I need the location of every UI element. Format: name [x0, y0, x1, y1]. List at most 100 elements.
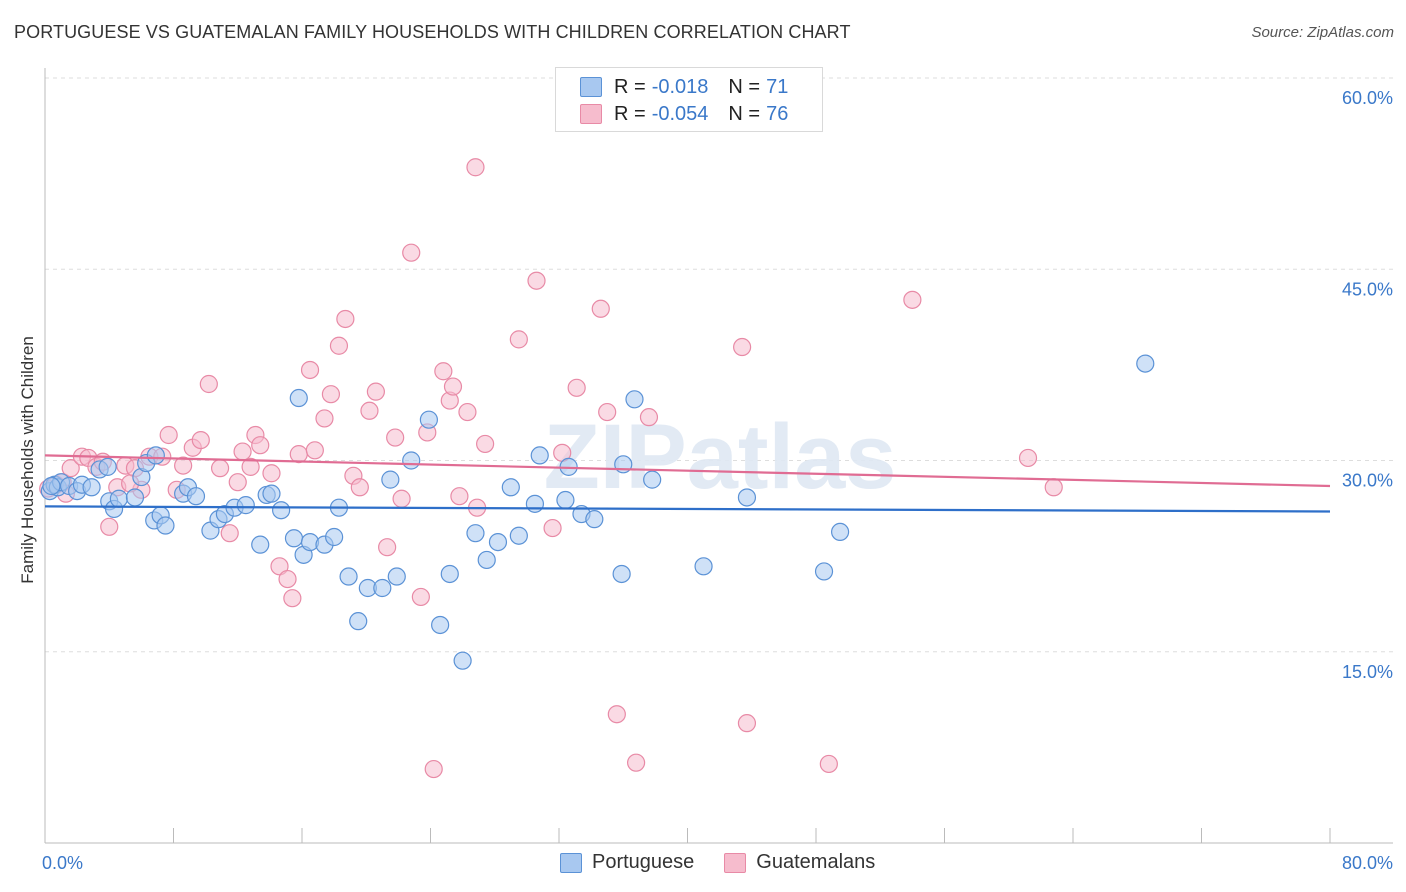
guatemalan-point [1018, 448, 1038, 468]
portuguese-swatch [560, 852, 582, 873]
portuguese-point [694, 557, 713, 576]
guatemalan-point [100, 517, 119, 536]
guatemalan-point [228, 473, 247, 492]
source-label: Source: ZipAtlas.com [1251, 24, 1394, 41]
guatemalan-point [174, 456, 193, 475]
guatemalan-point [366, 382, 385, 401]
guatemalans-points [39, 158, 1063, 779]
portuguese-point [814, 562, 834, 581]
guatemalan-point [315, 409, 334, 428]
n-label: N = [728, 102, 761, 125]
portuguese-point [525, 494, 545, 513]
portuguese-point [381, 470, 400, 489]
r-label: R = [614, 75, 646, 98]
y-tick-label: 60.0% [1342, 88, 1393, 108]
guatemalan-point [903, 290, 922, 309]
portuguese-point [737, 488, 757, 507]
guatemalan-point [402, 243, 421, 262]
portuguese-point [82, 478, 101, 497]
portuguese-point [349, 612, 368, 631]
y-tick-label: 15.0% [1342, 662, 1393, 682]
guatemalan-point [210, 459, 230, 478]
guatemalan-point [321, 385, 341, 404]
guatemalan-point [262, 464, 281, 483]
portuguese-point [125, 488, 145, 507]
portuguese-point [251, 535, 270, 554]
portuguese-trend-line [44, 505, 1331, 513]
portuguese-point [453, 651, 472, 670]
portuguese-point [612, 564, 631, 584]
guatemalan-point [220, 524, 239, 543]
legend-item-guatemalans: Guatemalans [724, 851, 875, 874]
portuguese-points [40, 354, 1155, 670]
guatemalan-point [819, 754, 838, 774]
portuguese-point [466, 524, 485, 543]
portuguese-point [156, 516, 175, 535]
guatemalan-point [567, 378, 586, 397]
y-tick-label: 45.0% [1342, 279, 1393, 299]
r-value: -0.054 [651, 102, 709, 125]
portuguese-point [530, 446, 549, 465]
portuguese-point [625, 390, 644, 409]
guatemalan-point [424, 759, 443, 779]
guatemalan-point [251, 436, 270, 455]
guatemalan-point [305, 441, 324, 460]
guatemalan-point [411, 587, 430, 607]
watermark: ZIPatlas [544, 406, 897, 508]
portuguese-point [98, 457, 117, 476]
portuguese-point [339, 567, 358, 586]
n-value: 76 [766, 102, 789, 125]
guatemalan-point [737, 714, 757, 733]
chart-title: PORTUGUESE VS GUATEMALAN FAMILY HOUSEHOL… [14, 22, 851, 42]
guatemalan-point [199, 374, 218, 394]
portuguese-point [643, 470, 662, 489]
portuguese-point [289, 388, 308, 408]
guatemalan-point [733, 337, 752, 357]
guatemalans-swatch [724, 852, 747, 873]
guatemalan-point [434, 362, 453, 381]
guatemalan-point [350, 478, 369, 497]
guatemalan-point [289, 445, 308, 464]
guatemalan-point [233, 442, 252, 461]
legend-item-portuguese: Portuguese [560, 851, 694, 874]
guatemalan-point [386, 428, 405, 447]
n-value: 71 [766, 75, 789, 98]
y-axis-label: Family Households with Children [18, 336, 37, 584]
portuguese-point [42, 476, 61, 496]
legend-row-guatemalans: R = -0.054 N = 76 [556, 100, 788, 128]
portuguese-point [477, 550, 496, 570]
portuguese-point [146, 446, 165, 465]
portuguese-point [373, 578, 392, 598]
portuguese-point [387, 567, 406, 586]
portuguese-point [556, 490, 575, 510]
guatemalan-point [509, 330, 528, 349]
portuguese-point [262, 484, 281, 503]
guatemalans-trend-line [44, 454, 1331, 488]
guatemalan-point [591, 299, 610, 318]
guatemalan-point [283, 589, 302, 608]
guatemalan-point [300, 360, 320, 380]
guatemalan-point [378, 538, 397, 557]
portuguese-point [501, 478, 520, 497]
guatemalan-point [626, 753, 646, 772]
portuguese-point [1136, 354, 1155, 373]
x-tick-label: 80.0% [1342, 853, 1393, 873]
guatemalan-point [241, 457, 260, 476]
tick-labels: 15.0% 30.0% 45.0% 60.0% 0.0% 80.0% [42, 88, 1393, 873]
guatemalan-point [543, 518, 562, 538]
portuguese-point [431, 615, 450, 635]
guatemalan-point [1044, 478, 1063, 497]
portuguese-point [402, 451, 421, 470]
n-label: N = [728, 75, 761, 98]
portuguese-point [186, 487, 206, 506]
r-label: R = [614, 102, 646, 125]
guatemalan-point [360, 401, 379, 420]
legend-row-portuguese: R = -0.018 N = 71 [556, 73, 788, 101]
guatemalan-point [443, 377, 463, 396]
portuguese-point [419, 410, 438, 429]
guatemalan-point [639, 408, 659, 427]
guatemalan-point [458, 402, 477, 422]
legend-label: Guatemalans [756, 851, 876, 873]
portuguese-point [585, 510, 604, 529]
